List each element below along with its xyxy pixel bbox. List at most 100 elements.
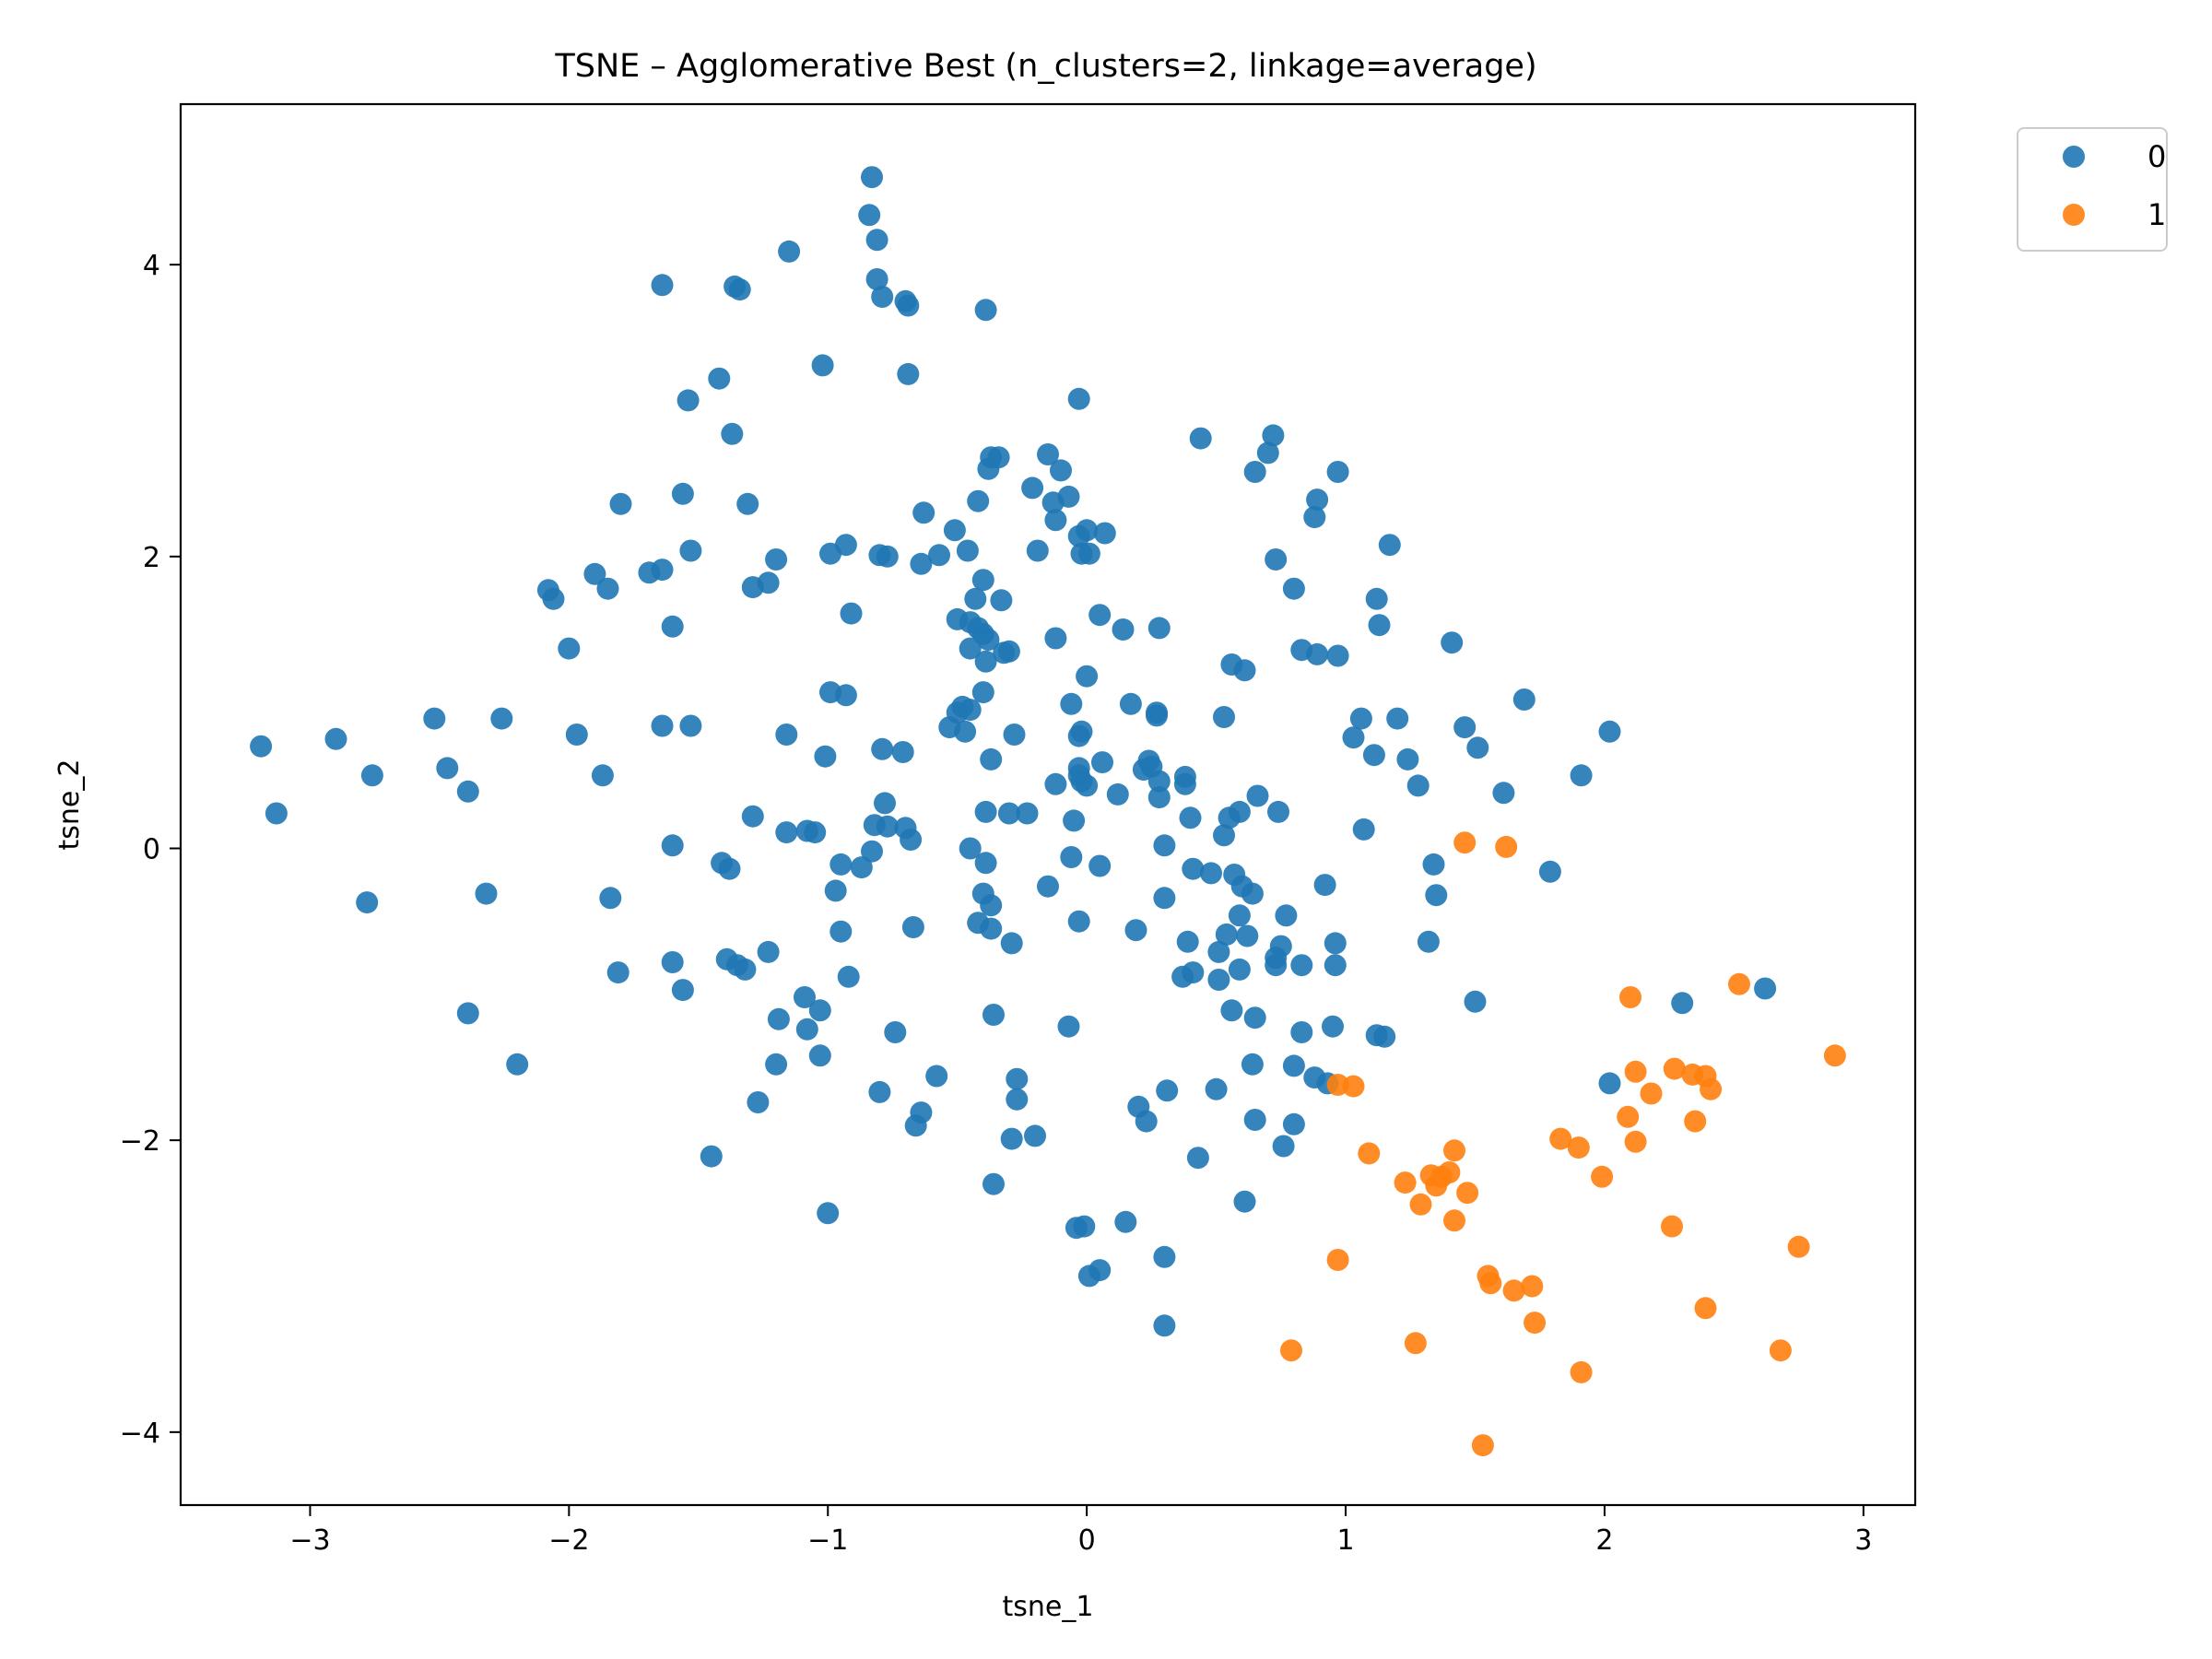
point-cluster-0 <box>1233 1190 1256 1213</box>
point-cluster-0 <box>1006 1067 1029 1090</box>
point-cluster-0 <box>834 684 857 707</box>
point-cluster-1 <box>1570 1360 1593 1383</box>
point-cluster-0 <box>811 354 834 377</box>
point-cluster-0 <box>824 879 847 902</box>
point-cluster-0 <box>1265 548 1288 571</box>
point-cluster-0 <box>1063 809 1086 832</box>
point-cluster-0 <box>741 805 764 828</box>
point-cluster-0 <box>997 802 1020 825</box>
point-cluster-0 <box>1241 882 1264 905</box>
point-cluster-0 <box>1267 800 1289 823</box>
point-cluster-0 <box>1213 706 1235 728</box>
point-cluster-0 <box>679 539 702 562</box>
point-cluster-0 <box>1303 506 1326 529</box>
point-cluster-1 <box>1471 1434 1494 1457</box>
legend-marker-1 <box>2063 204 2085 226</box>
point-cluster-0 <box>1016 802 1039 825</box>
point-cluster-0 <box>871 286 894 308</box>
point-cluster-1 <box>1624 1130 1647 1153</box>
point-cluster-1 <box>1549 1127 1572 1150</box>
point-cluster-0 <box>1306 642 1329 665</box>
point-cluster-0 <box>1200 862 1222 885</box>
point-cluster-0 <box>700 1145 723 1168</box>
point-cluster-0 <box>475 882 498 905</box>
point-cluster-0 <box>596 577 619 600</box>
point-cluster-0 <box>925 1065 948 1088</box>
point-cluster-0 <box>1186 1147 1209 1170</box>
point-cluster-0 <box>808 999 831 1022</box>
point-cluster-0 <box>1147 617 1171 640</box>
point-cluster-0 <box>1124 919 1147 942</box>
point-cluster-0 <box>1368 614 1391 637</box>
point-cluster-0 <box>1233 659 1256 682</box>
point-cluster-1 <box>1694 1297 1717 1320</box>
legend-label-1: 1 <box>2147 197 2166 232</box>
point-cluster-0 <box>506 1053 529 1076</box>
point-cluster-0 <box>959 637 982 660</box>
point-cluster-0 <box>1265 954 1288 977</box>
point-cluster-0 <box>1088 604 1112 627</box>
point-cluster-0 <box>1373 1025 1396 1048</box>
point-cluster-1 <box>1728 972 1750 995</box>
point-cluster-0 <box>775 724 798 746</box>
point-cluster-1 <box>1358 1142 1381 1165</box>
point-cluster-0 <box>1093 522 1116 545</box>
point-cluster-0 <box>1453 716 1477 739</box>
y-tick-label: 2 <box>143 542 160 574</box>
point-cluster-1 <box>1524 1312 1547 1335</box>
point-cluster-0 <box>982 1004 1005 1026</box>
point-cluster-0 <box>993 641 1016 665</box>
point-cluster-0 <box>423 707 446 730</box>
point-cluster-0 <box>1342 726 1365 749</box>
point-cluster-0 <box>1207 940 1230 963</box>
point-cluster-0 <box>1065 1217 1088 1240</box>
point-cluster-0 <box>1182 857 1205 880</box>
point-cluster-0 <box>1322 1015 1344 1038</box>
point-cluster-0 <box>1324 954 1347 977</box>
point-cluster-0 <box>1492 782 1515 805</box>
point-cluster-0 <box>974 800 997 823</box>
point-cluster-0 <box>830 920 853 943</box>
point-cluster-0 <box>971 569 994 592</box>
point-cluster-0 <box>1598 720 1621 743</box>
point-cluster-0 <box>661 615 684 638</box>
y-tick-label: −2 <box>120 1125 160 1158</box>
point-cluster-0 <box>1290 954 1313 977</box>
point-cluster-0 <box>747 1091 770 1113</box>
point-cluster-0 <box>830 853 853 876</box>
point-cluster-0 <box>1176 930 1199 953</box>
point-cluster-0 <box>1349 707 1372 730</box>
point-cluster-0 <box>1006 1088 1029 1111</box>
point-cluster-0 <box>1135 1110 1158 1133</box>
point-cluster-0 <box>1464 990 1487 1013</box>
point-cluster-0 <box>436 757 459 780</box>
point-cluster-0 <box>1000 1127 1023 1150</box>
point-cluster-1 <box>1787 1235 1810 1258</box>
point-cluster-0 <box>912 501 935 524</box>
legend-label-0: 0 <box>2147 139 2166 174</box>
point-cluster-0 <box>1275 904 1298 927</box>
point-cluster-0 <box>638 561 661 584</box>
point-cluster-0 <box>651 274 674 297</box>
point-cluster-0 <box>1362 744 1385 767</box>
point-cluster-0 <box>591 764 614 787</box>
point-cluster-0 <box>876 815 899 838</box>
point-cluster-0 <box>897 362 920 385</box>
point-cluster-0 <box>356 891 379 914</box>
points-layer <box>250 166 1846 1457</box>
point-cluster-0 <box>977 629 1000 652</box>
point-cluster-0 <box>1262 424 1285 447</box>
point-cluster-0 <box>1088 854 1112 877</box>
point-cluster-0 <box>840 602 863 625</box>
point-cluster-0 <box>1243 1006 1266 1030</box>
point-cluster-0 <box>609 492 632 515</box>
point-cluster-0 <box>1512 688 1535 711</box>
point-cluster-0 <box>1207 969 1230 991</box>
point-cluster-0 <box>757 571 780 594</box>
point-cluster-0 <box>1044 772 1067 795</box>
point-cluster-0 <box>1189 427 1212 450</box>
point-cluster-0 <box>1326 644 1349 667</box>
point-cluster-1 <box>1521 1275 1544 1298</box>
point-cluster-0 <box>1671 992 1694 1015</box>
